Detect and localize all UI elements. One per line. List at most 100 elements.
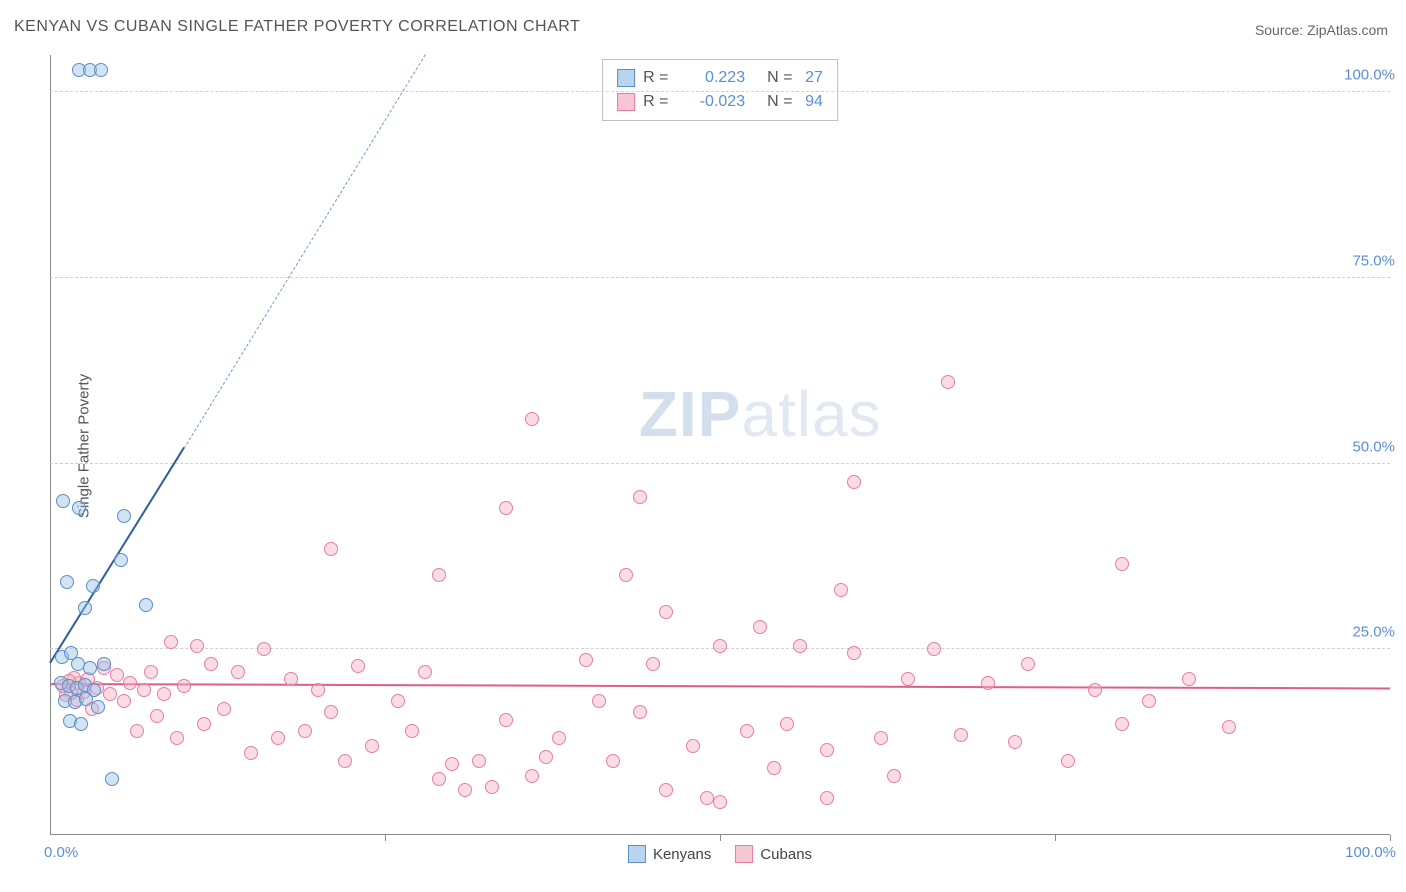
- scatter-point: [432, 568, 446, 582]
- scatter-point: [231, 665, 245, 679]
- scatter-point: [659, 783, 673, 797]
- x-tick-mark: [385, 835, 386, 841]
- scatter-point: [117, 694, 131, 708]
- scatter-point: [834, 583, 848, 597]
- scatter-point: [1115, 557, 1129, 571]
- scatter-point: [485, 780, 499, 794]
- scatter-point: [190, 639, 204, 653]
- y-tick-label: 25.0%: [1352, 624, 1395, 641]
- scatter-point: [130, 724, 144, 738]
- scatter-point: [525, 769, 539, 783]
- scatter-point: [874, 731, 888, 745]
- scatter-point: [713, 639, 727, 653]
- source-attribution: Source: ZipAtlas.com: [1255, 22, 1388, 38]
- scatter-point: [56, 494, 70, 508]
- y-tick-label: 100.0%: [1344, 67, 1395, 84]
- correlation-legend: R = 0.223 N = 27 R = -0.023 N = 94: [602, 59, 838, 121]
- scatter-point: [86, 579, 100, 593]
- r-label: R =: [643, 90, 677, 114]
- scatter-point: [139, 598, 153, 612]
- scatter-point: [105, 772, 119, 786]
- scatter-point: [887, 769, 901, 783]
- swatch-pink-icon: [735, 845, 753, 863]
- scatter-point: [351, 659, 365, 673]
- scatter-point: [499, 713, 513, 727]
- scatter-point: [458, 783, 472, 797]
- scatter-point: [284, 672, 298, 686]
- scatter-point: [78, 601, 92, 615]
- scatter-point: [686, 739, 700, 753]
- series-legend: Kenyans Cubans: [628, 845, 812, 863]
- n-label: N =: [767, 90, 797, 114]
- n-label: N =: [767, 66, 797, 90]
- scatter-point: [271, 731, 285, 745]
- scatter-point: [405, 724, 419, 738]
- scatter-point: [177, 679, 191, 693]
- scatter-point: [659, 605, 673, 619]
- scatter-point: [324, 542, 338, 556]
- n-value-cubans: 94: [805, 90, 823, 114]
- scatter-point: [552, 731, 566, 745]
- scatter-point: [954, 728, 968, 742]
- scatter-point: [1115, 717, 1129, 731]
- scatter-point: [539, 750, 553, 764]
- scatter-point: [700, 791, 714, 805]
- legend-label-kenyans: Kenyans: [653, 846, 711, 863]
- legend-row-cubans: R = -0.023 N = 94: [617, 90, 823, 114]
- scatter-point: [579, 653, 593, 667]
- scatter-point: [324, 705, 338, 719]
- scatter-point: [418, 665, 432, 679]
- scatter-point: [60, 575, 74, 589]
- scatter-point: [820, 743, 834, 757]
- scatter-point: [633, 705, 647, 719]
- scatter-point: [445, 757, 459, 771]
- r-label: R =: [643, 66, 677, 90]
- scatter-point: [170, 731, 184, 745]
- watermark-bold: ZIP: [639, 378, 742, 450]
- scatter-point: [117, 509, 131, 523]
- grid-line: [50, 91, 1390, 92]
- scatter-point: [1182, 672, 1196, 686]
- scatter-point: [820, 791, 834, 805]
- scatter-point: [901, 672, 915, 686]
- x-axis-min-label: 0.0%: [44, 844, 78, 861]
- scatter-point: [83, 661, 97, 675]
- scatter-point: [164, 635, 178, 649]
- scatter-point: [91, 700, 105, 714]
- scatter-point: [244, 746, 258, 760]
- scatter-point: [927, 642, 941, 656]
- scatter-point: [257, 642, 271, 656]
- scatter-point: [298, 724, 312, 738]
- x-tick-mark: [720, 835, 721, 841]
- scatter-point: [740, 724, 754, 738]
- y-tick-label: 75.0%: [1352, 252, 1395, 269]
- grid-line: [50, 463, 1390, 464]
- scatter-point: [114, 553, 128, 567]
- scatter-point: [847, 646, 861, 660]
- scatter-point: [311, 683, 325, 697]
- scatter-point: [110, 668, 124, 682]
- scatter-point: [97, 657, 111, 671]
- scatter-point: [157, 687, 171, 701]
- swatch-blue-icon: [628, 845, 646, 863]
- scatter-point: [472, 754, 486, 768]
- plot-area: ZIPatlas R = 0.223 N = 27 R = -0.023 N =…: [50, 55, 1390, 835]
- legend-row-kenyans: R = 0.223 N = 27: [617, 66, 823, 90]
- watermark: ZIPatlas: [639, 377, 882, 451]
- legend-item-kenyans: Kenyans: [628, 845, 711, 863]
- swatch-blue-icon: [617, 69, 635, 87]
- x-axis-max-label: 100.0%: [1345, 844, 1396, 861]
- scatter-point: [606, 754, 620, 768]
- scatter-point: [94, 63, 108, 77]
- scatter-point: [72, 501, 86, 515]
- scatter-point: [103, 687, 117, 701]
- swatch-pink-icon: [617, 93, 635, 111]
- scatter-point: [592, 694, 606, 708]
- scatter-point: [338, 754, 352, 768]
- scatter-point: [619, 568, 633, 582]
- scatter-point: [633, 490, 647, 504]
- scatter-point: [144, 665, 158, 679]
- scatter-point: [74, 717, 88, 731]
- scatter-point: [499, 501, 513, 515]
- legend-label-cubans: Cubans: [760, 846, 812, 863]
